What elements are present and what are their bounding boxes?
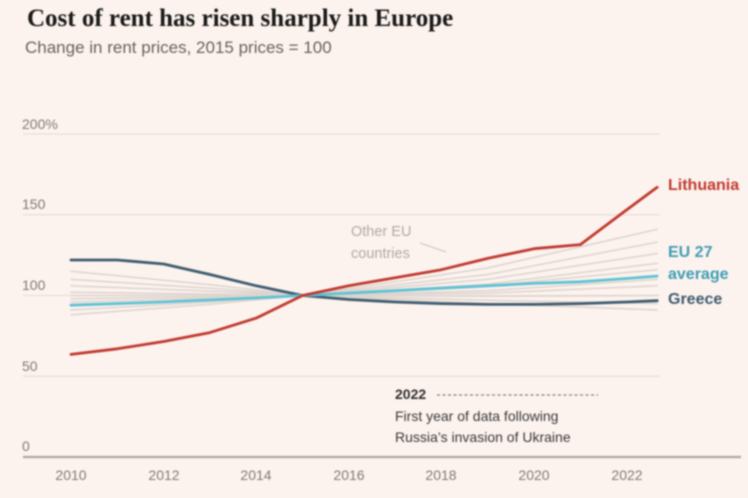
svg-text:2018: 2018 [425, 467, 456, 483]
svg-text:2016: 2016 [333, 467, 364, 483]
svg-text:Other EU: Other EU [351, 224, 411, 240]
svg-text:First year of data following: First year of data following [395, 408, 558, 424]
svg-text:50: 50 [22, 358, 38, 374]
svg-text:2014: 2014 [240, 467, 271, 483]
svg-text:2022: 2022 [395, 386, 426, 402]
svg-text:Lithuania: Lithuania [668, 177, 739, 194]
svg-text:Russia’s invasion of Ukraine: Russia’s invasion of Ukraine [395, 429, 571, 445]
svg-text:2022: 2022 [611, 467, 642, 483]
svg-text:200%: 200% [22, 116, 58, 132]
svg-text:2012: 2012 [148, 467, 179, 483]
svg-text:150: 150 [22, 196, 46, 212]
svg-text:100: 100 [22, 277, 46, 293]
svg-text:Greece: Greece [668, 291, 722, 308]
svg-text:0: 0 [22, 438, 30, 454]
svg-text:countries: countries [351, 246, 410, 262]
svg-text:average: average [668, 266, 729, 283]
svg-text:EU 27: EU 27 [668, 244, 713, 261]
svg-text:2010: 2010 [55, 467, 86, 483]
svg-text:2020: 2020 [518, 467, 549, 483]
